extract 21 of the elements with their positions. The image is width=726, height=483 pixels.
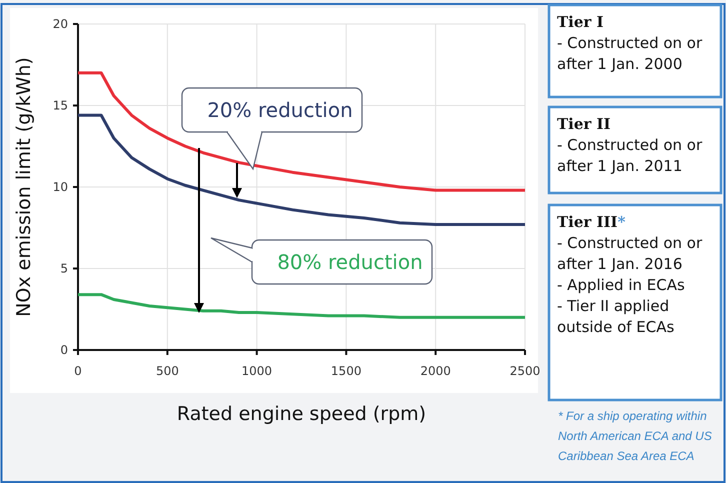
x-tick-label: 2000: [420, 364, 451, 378]
x-tick-label: 0: [74, 364, 82, 378]
text: Tier III* - Constructed on or after 1 Jan. 2016 - Applied in ECAs - Tier II applied outside of ECAs: [557, 213, 703, 336]
line-series: [76, 71, 526, 192]
x-tick-label: 500: [156, 364, 179, 378]
x-axis-title: Rated engine speed (rpm): [176, 403, 426, 425]
y-tick-label: 0: [60, 343, 68, 358]
text: Tier I - Constructed on or after 1 Jan. 2000: [557, 13, 703, 73]
text: * For a ship operating within North American ECA and US Caribbean Sea Area ECA: [558, 409, 712, 463]
y-tick-label: 10: [52, 180, 68, 194]
annotation: 20% reduction: [207, 98, 353, 122]
y-tick-label: 5: [60, 262, 68, 276]
x-tick-label: 2500: [510, 364, 540, 378]
annotation: 80% reduction: [277, 250, 423, 274]
y-axis-title: NOx emission limit (g/kWh): [13, 57, 35, 317]
y-tick-label: 20: [52, 17, 68, 32]
line-series: [76, 293, 526, 319]
x-tick-label: 1000: [242, 364, 272, 378]
y-tick-label: 15: [52, 98, 68, 113]
text: Tier II - Constructed on or after 1 Jan. 2011: [557, 115, 703, 175]
x-tick-label: 1500: [330, 364, 362, 378]
